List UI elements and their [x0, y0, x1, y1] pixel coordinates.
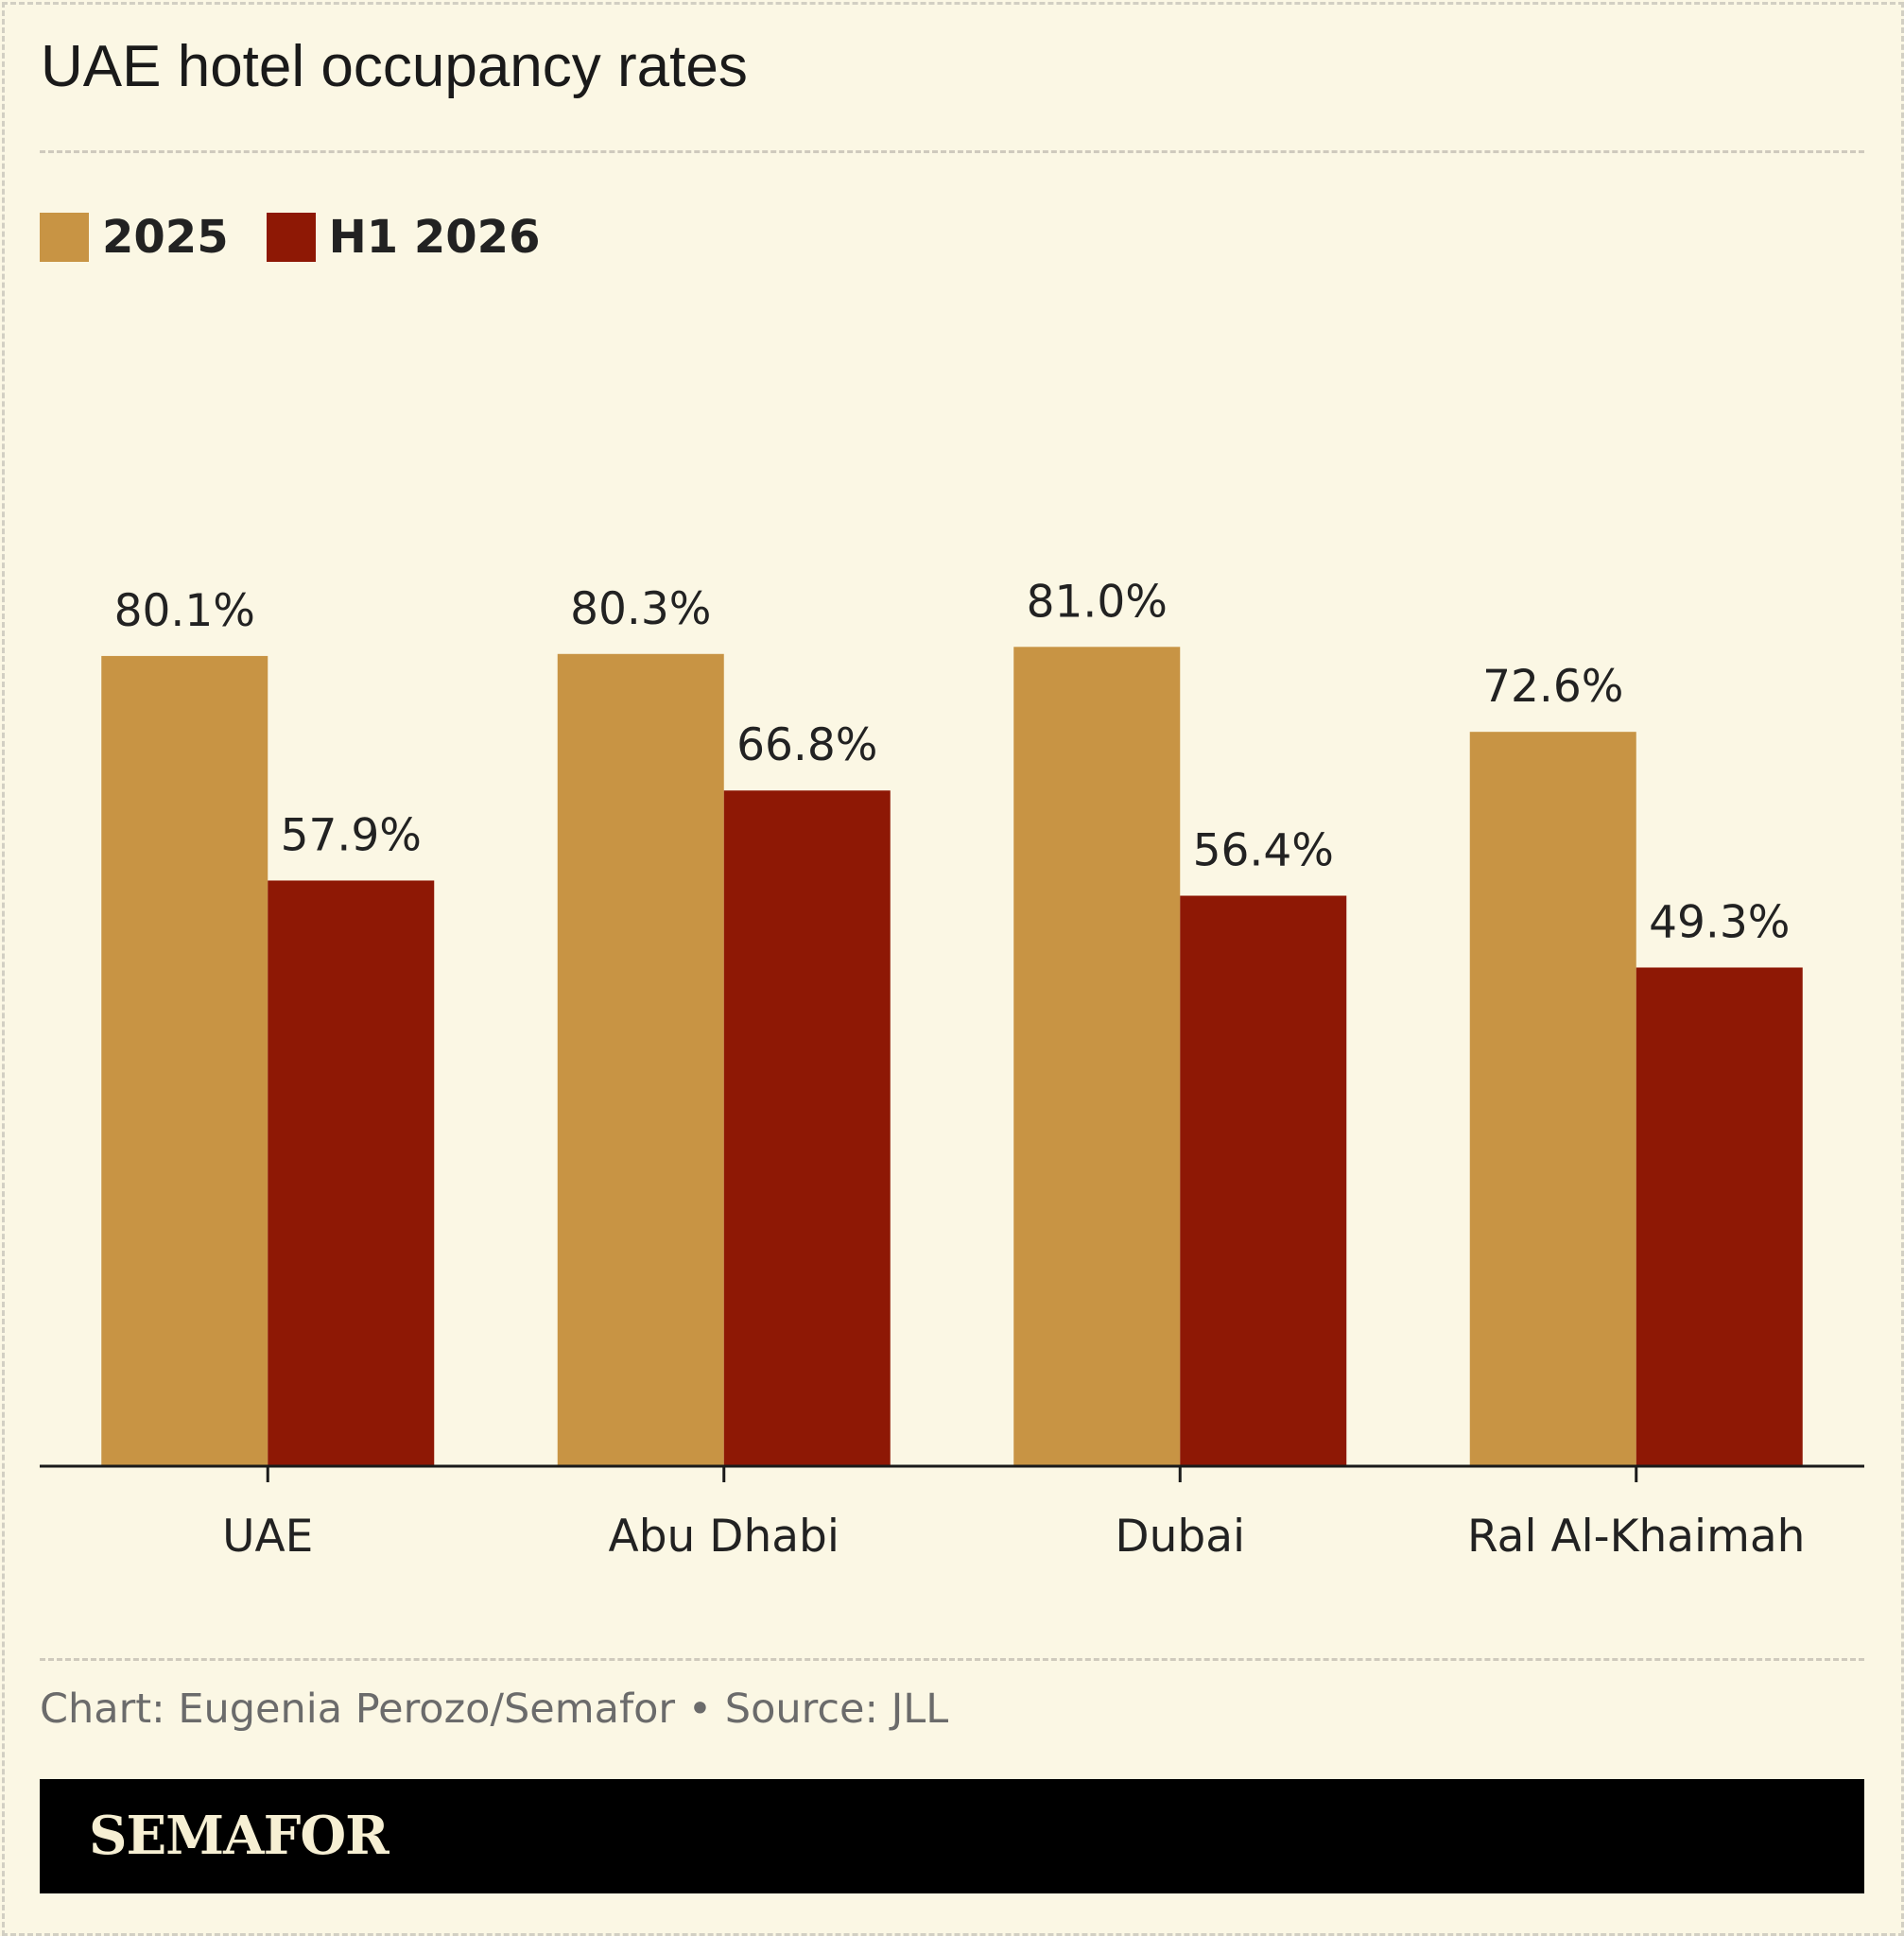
legend-item-2025: 2025 — [40, 211, 229, 264]
x-tick-label-0: UAE — [222, 1511, 313, 1563]
data-label-h1-2026-3: 49.3% — [1649, 896, 1790, 948]
x-tick-label-3: Ral Al-Khaimah — [1467, 1511, 1805, 1563]
data-label-2025-3: 72.6% — [1482, 661, 1623, 713]
legend-label-2025: 2025 — [102, 211, 229, 264]
legend: 2025 H1 2026 — [40, 211, 578, 264]
data-label-h1-2026-1: 66.8% — [736, 719, 877, 771]
title-divider — [40, 150, 1864, 153]
bar-2025-3 — [1469, 732, 1636, 1466]
data-label-h1-2026-2: 56.4% — [1193, 825, 1334, 877]
bar-h1-2026-3 — [1636, 967, 1803, 1466]
bar-h1-2026-1 — [723, 790, 891, 1466]
x-tick-label-2: Dubai — [1115, 1511, 1245, 1563]
bar-2025-1 — [557, 653, 724, 1466]
semafor-logo: SEMAFOR — [89, 1805, 389, 1867]
data-label-2025-2: 81.0% — [1027, 576, 1168, 628]
data-label-h1-2026-0: 57.9% — [281, 809, 422, 861]
data-label-2025-1: 80.3% — [570, 583, 711, 635]
chart-title: UAE hotel occupancy rates — [41, 34, 748, 99]
bar-h1-2026-2 — [1180, 895, 1347, 1466]
footer-divider — [40, 1658, 1864, 1661]
brand-bar: SEMAFOR — [40, 1779, 1864, 1893]
legend-item-h1-2026: H1 2026 — [266, 211, 541, 264]
bar-2025-2 — [1013, 647, 1181, 1466]
bar-h1-2026-0 — [268, 880, 435, 1466]
legend-label-h1-2026: H1 2026 — [328, 211, 541, 264]
data-label-2025-0: 80.1% — [114, 585, 255, 637]
legend-swatch-h1-2026 — [266, 213, 316, 262]
legend-swatch-2025 — [40, 213, 89, 262]
x-tick-label-1: Abu Dhabi — [609, 1511, 839, 1563]
bar-2025-0 — [101, 655, 268, 1466]
bar-chart: 80.1% 57.9% UAE 80.3% 66.8% Abu Dhabi 81.0% 56.… — [40, 576, 1864, 1563]
chart-credit: Chart: Eugenia Perozo/Semafor • Source: … — [40, 1685, 949, 1733]
